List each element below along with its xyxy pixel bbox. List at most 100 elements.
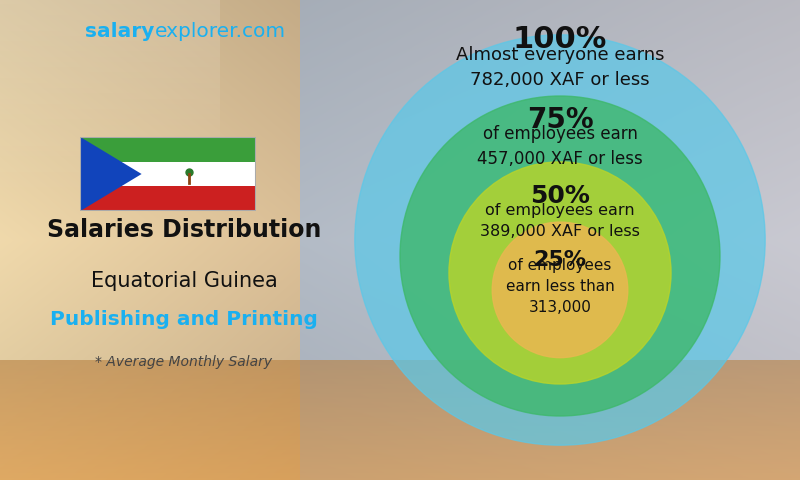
Bar <box>0 73 220 74</box>
Bar <box>0 407 800 408</box>
Bar <box>0 34 220 35</box>
Text: Almost everyone earns
782,000 XAF or less: Almost everyone earns 782,000 XAF or les… <box>456 46 664 89</box>
Bar <box>0 382 800 383</box>
Bar <box>0 135 220 136</box>
Bar <box>0 186 220 187</box>
Bar <box>0 4 220 5</box>
Bar <box>0 369 800 370</box>
Bar <box>0 435 800 436</box>
Bar <box>0 454 800 455</box>
Bar <box>0 154 220 155</box>
Bar <box>0 92 220 93</box>
Bar <box>0 399 800 400</box>
Bar <box>0 103 220 104</box>
Bar <box>0 28 220 29</box>
Bar <box>0 71 220 72</box>
Bar <box>0 139 220 140</box>
Bar <box>0 141 220 142</box>
Bar <box>0 91 220 92</box>
Bar <box>0 27 220 28</box>
Bar <box>0 174 220 175</box>
Bar <box>0 425 800 426</box>
Bar <box>0 363 800 364</box>
Bar <box>0 403 800 404</box>
Bar <box>0 132 220 133</box>
Bar <box>0 146 220 147</box>
Bar <box>0 180 220 181</box>
Bar <box>0 126 220 127</box>
Bar <box>0 400 800 401</box>
Bar <box>0 476 800 477</box>
Bar <box>0 58 220 59</box>
Bar <box>0 14 220 15</box>
Bar <box>0 94 220 95</box>
Bar <box>0 2 220 3</box>
Bar <box>0 167 220 168</box>
Polygon shape <box>80 137 142 211</box>
Bar <box>0 169 220 170</box>
Bar <box>0 38 220 39</box>
Bar <box>0 119 220 120</box>
Circle shape <box>400 96 720 416</box>
Bar <box>0 387 800 388</box>
Bar <box>0 463 800 464</box>
Bar <box>0 101 220 102</box>
Bar <box>0 49 220 50</box>
Bar <box>0 145 220 146</box>
Bar <box>0 78 220 79</box>
Bar <box>0 166 220 167</box>
Bar <box>0 176 220 177</box>
Bar <box>0 155 220 156</box>
Bar <box>0 19 220 20</box>
Bar <box>0 475 800 476</box>
Bar <box>0 188 220 189</box>
Bar <box>0 443 800 444</box>
Bar <box>0 405 800 406</box>
Bar <box>0 121 220 122</box>
Bar <box>0 44 220 45</box>
Bar <box>0 50 220 51</box>
Bar <box>0 391 800 392</box>
Bar <box>0 43 220 44</box>
Bar <box>0 406 800 407</box>
Bar <box>0 367 800 368</box>
Bar <box>0 177 220 178</box>
Bar <box>0 23 220 24</box>
Bar <box>0 39 220 40</box>
Bar <box>80 186 256 211</box>
Bar <box>0 6 220 7</box>
Bar <box>0 65 220 66</box>
Bar <box>0 396 800 397</box>
Bar <box>0 159 220 160</box>
Bar <box>0 181 220 182</box>
Bar <box>0 474 800 475</box>
Bar <box>0 55 220 56</box>
Bar <box>0 444 800 445</box>
Bar <box>80 137 256 162</box>
Bar <box>0 189 220 190</box>
Bar <box>0 385 800 386</box>
Bar <box>0 125 220 126</box>
Bar <box>0 99 220 100</box>
Bar <box>0 411 800 412</box>
Bar <box>0 0 220 1</box>
Circle shape <box>449 162 671 384</box>
Bar <box>0 33 220 34</box>
Bar <box>0 362 800 363</box>
Text: 25%: 25% <box>534 250 586 270</box>
Bar <box>0 76 220 77</box>
Bar <box>0 401 800 402</box>
Bar <box>0 137 220 138</box>
Bar <box>0 120 220 121</box>
Bar <box>0 40 220 41</box>
Bar <box>0 18 220 19</box>
Bar <box>0 449 800 450</box>
Text: Equatorial Guinea: Equatorial Guinea <box>90 271 278 291</box>
Bar <box>0 466 800 467</box>
Bar <box>0 421 800 422</box>
Bar <box>0 97 220 98</box>
Bar <box>0 471 800 472</box>
Bar <box>0 85 220 86</box>
Bar <box>0 422 800 423</box>
Bar <box>0 149 220 150</box>
